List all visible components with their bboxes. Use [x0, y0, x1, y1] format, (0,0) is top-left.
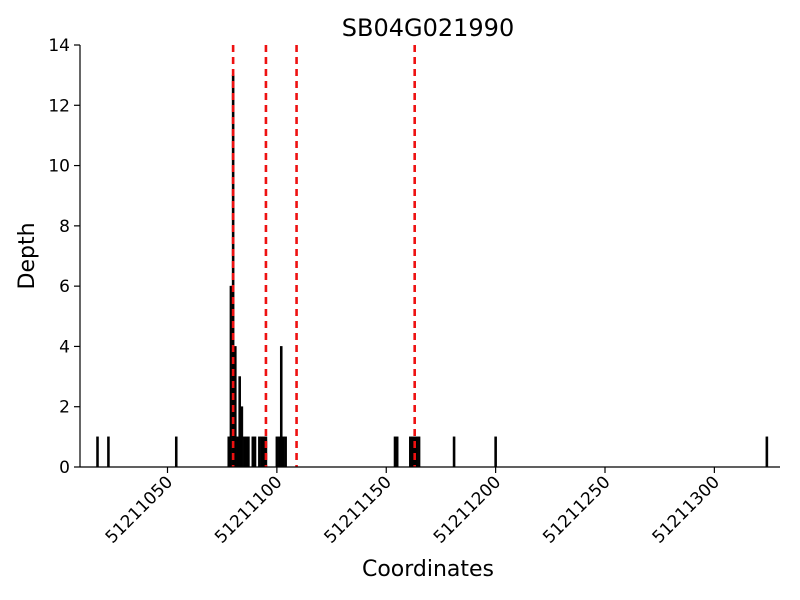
x-tick-label: 51211150	[320, 472, 395, 547]
x-tick-label: 51211050	[102, 472, 177, 547]
x-tick-label: 51211200	[430, 472, 505, 547]
y-tick-label: 8	[59, 217, 70, 237]
depth-bar	[227, 436, 231, 468]
depth-bar	[247, 436, 250, 468]
reference-lines	[231, 45, 416, 467]
depth-bar	[229, 285, 233, 468]
y-tick-label: 2	[59, 398, 70, 418]
depth-bar	[393, 436, 397, 468]
chart-title: SB04G021990	[342, 14, 514, 42]
depth-bar	[417, 436, 421, 468]
y-tick-label: 4	[59, 337, 70, 357]
depth-bar	[242, 436, 246, 468]
depth-bar	[107, 436, 110, 468]
y-tick-label: 6	[59, 277, 70, 297]
y-axis-label: Depth	[15, 222, 40, 289]
x-tick-label: 51211300	[649, 472, 724, 547]
depth-bar	[236, 436, 239, 468]
bar-series	[96, 74, 769, 468]
depth-bar	[494, 436, 497, 468]
depth-bar	[96, 436, 99, 468]
depth-bar	[238, 376, 241, 468]
depth-bar	[251, 436, 255, 468]
y-tick-label: 0	[59, 458, 70, 478]
y-tick-label: 10	[48, 157, 70, 177]
depth-bar	[240, 406, 244, 468]
depth-bar	[253, 436, 257, 468]
y-tick-label: 12	[48, 96, 70, 116]
depth-bar	[411, 436, 414, 468]
depth-bar	[277, 436, 281, 468]
depth-bar	[258, 436, 261, 468]
y-axis-ticks: 0 2 4 6 8 10 12 14	[48, 36, 80, 478]
depth-bar	[395, 436, 399, 468]
x-tick-label: 51211100	[211, 472, 286, 547]
depth-bar	[409, 436, 412, 468]
depth-bar	[282, 436, 285, 468]
depth-bar	[279, 346, 283, 468]
depth-bar	[275, 436, 279, 468]
x-tick-label: 51211250	[539, 472, 614, 547]
depth-bar	[234, 346, 237, 468]
y-tick-label: 14	[48, 36, 70, 56]
depth-bar	[174, 436, 178, 468]
depth-bar	[284, 436, 287, 468]
depth-bar	[244, 436, 248, 468]
x-axis-label: Coordinates	[362, 557, 494, 582]
depth-bar	[452, 436, 456, 468]
depth-bar	[415, 436, 419, 468]
depth-bar	[262, 436, 266, 468]
x-axis-ticks: 51211050 51211100 51211150 51211200 51211250…	[102, 467, 724, 548]
depth-bar	[765, 436, 769, 468]
depth-bar	[260, 436, 263, 468]
